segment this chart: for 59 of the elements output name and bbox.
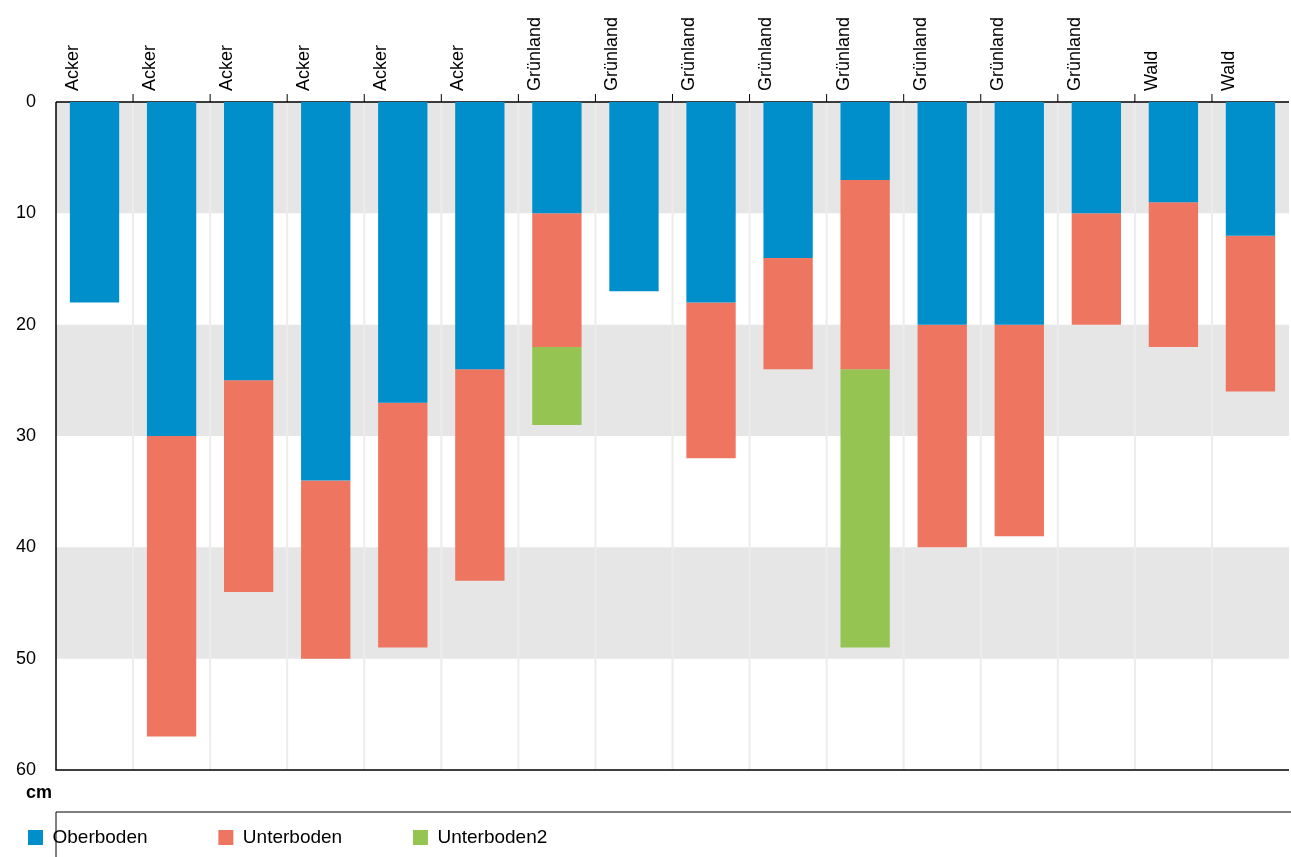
bar xyxy=(686,302,736,459)
bar xyxy=(840,179,890,370)
y-tick-label: 20 xyxy=(15,313,36,334)
y-tick-label: 50 xyxy=(15,647,36,668)
x-tick-label: Grünland xyxy=(678,16,699,92)
y-tick-label: 30 xyxy=(15,424,36,445)
bar xyxy=(378,102,428,403)
y-tick-label: 0 xyxy=(25,91,36,112)
bar xyxy=(917,102,967,325)
bar xyxy=(378,402,428,648)
x-tick-label: Grünland xyxy=(986,16,1007,92)
bar xyxy=(532,346,582,425)
x-tick-label: Grünland xyxy=(755,16,776,92)
bar xyxy=(1148,102,1199,203)
bar xyxy=(917,324,967,548)
bar xyxy=(994,102,1044,325)
y-tick-label: 60 xyxy=(15,758,36,779)
x-tick-label: Grünland xyxy=(1063,16,1084,92)
bar xyxy=(224,380,274,592)
bar xyxy=(1225,235,1276,392)
bar xyxy=(840,102,890,180)
legend-label: Unterboden2 xyxy=(437,825,601,847)
bar xyxy=(532,213,582,347)
bar xyxy=(1071,102,1121,214)
bar xyxy=(69,102,120,303)
bar xyxy=(455,102,505,370)
x-tick-label: Acker xyxy=(370,45,391,92)
y-tick-label: 40 xyxy=(15,536,36,557)
x-tick-label: Acker xyxy=(447,45,468,92)
bar xyxy=(146,436,197,737)
x-tick-label: Wald xyxy=(1217,50,1238,92)
bar xyxy=(301,102,351,481)
y-tick-label: 10 xyxy=(15,202,36,223)
bar xyxy=(301,480,351,659)
bar xyxy=(224,102,274,381)
x-tick-label: Grünland xyxy=(909,16,930,92)
x-tick-label: Grünland xyxy=(832,16,853,92)
x-tick-label: Grünland xyxy=(601,16,622,92)
x-tick-label: Acker xyxy=(293,45,314,92)
bar xyxy=(1225,102,1276,236)
x-tick-label: Acker xyxy=(61,45,82,92)
bar xyxy=(763,102,813,258)
bar xyxy=(532,102,582,214)
x-tick-label: Acker xyxy=(138,45,159,92)
y-axis-title: cm xyxy=(25,781,52,802)
legend-label: Oberboden xyxy=(52,825,201,847)
x-tick-label: Acker xyxy=(216,45,237,92)
legend-label: Unterboden xyxy=(242,825,395,847)
x-tick-label: Wald xyxy=(1140,50,1161,92)
bar xyxy=(455,369,505,581)
bar xyxy=(1148,202,1199,347)
bar xyxy=(763,257,813,370)
bar xyxy=(994,324,1044,537)
bar xyxy=(146,102,197,437)
x-tick-label: Grünland xyxy=(524,16,545,92)
bar xyxy=(840,369,890,648)
bar xyxy=(1071,213,1121,325)
bar xyxy=(609,102,659,292)
bar xyxy=(686,102,736,303)
